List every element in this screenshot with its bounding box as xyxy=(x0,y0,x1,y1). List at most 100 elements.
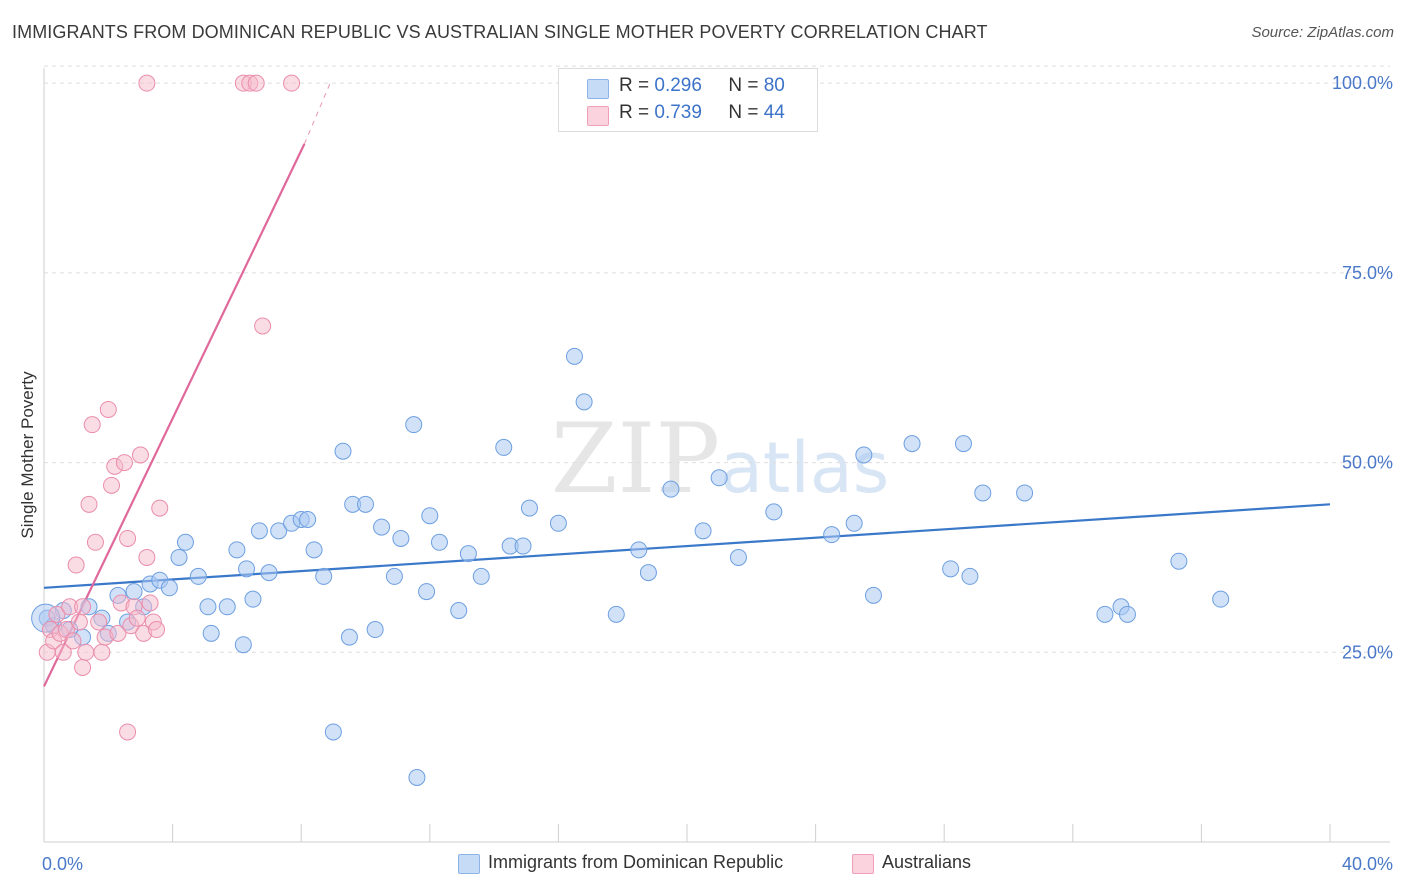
point-dominican xyxy=(234,636,252,654)
n-value: 44 xyxy=(763,102,785,123)
point-dominican xyxy=(974,484,992,502)
x-tick-labels: 0.0% 40.0% xyxy=(42,854,1393,874)
point-dominican xyxy=(405,416,423,434)
point-dominican xyxy=(575,393,593,411)
watermark-text: ZIPatlas xyxy=(551,403,889,515)
point-dominican xyxy=(324,723,342,741)
point-dominican xyxy=(823,526,841,544)
point-australians xyxy=(115,454,133,472)
bottom-legend-label-dominican: Immigrants from Dominican Republic xyxy=(488,852,784,872)
point-dominican xyxy=(662,480,680,498)
point-dominican xyxy=(630,541,648,559)
point-australians xyxy=(119,529,137,547)
trend-line-dominican xyxy=(43,503,1331,589)
point-dominican xyxy=(903,435,921,453)
point-australians xyxy=(83,416,101,434)
stats-legend: R = 0.296 N = 80 R = 0.739 N = 44 xyxy=(558,68,818,132)
legend-stats-dominican: R = 0.296 N = 80 xyxy=(619,75,785,97)
point-australians xyxy=(103,476,121,494)
point-dominican xyxy=(845,514,863,532)
point-dominican xyxy=(299,511,317,528)
point-dominican xyxy=(855,446,873,464)
x-tick-label: 0.0% xyxy=(42,854,83,874)
point-australians xyxy=(67,556,85,574)
point-dominican xyxy=(334,442,352,460)
point-dominican xyxy=(495,438,513,456)
trend-line-australians-extension xyxy=(303,82,331,145)
point-dominican xyxy=(942,560,960,578)
trend-line-australians xyxy=(43,143,306,687)
point-dominican xyxy=(315,567,333,585)
point-dominican xyxy=(250,522,268,540)
point-dominican xyxy=(305,541,323,559)
point-dominican xyxy=(729,548,747,566)
bottom-legend-swatch-pink xyxy=(852,854,874,874)
point-dominican xyxy=(520,499,538,517)
point-dominican xyxy=(176,533,194,551)
y-axis-label: Single Mother Poverty xyxy=(18,371,37,539)
n-label: N = xyxy=(728,75,759,96)
point-dominican xyxy=(514,537,532,555)
point-dominican xyxy=(238,560,256,578)
point-australians xyxy=(128,609,146,627)
x-tick-label: 40.0% xyxy=(1342,854,1393,874)
watermark-atlas: atlas xyxy=(720,427,889,509)
n-value: 80 xyxy=(763,75,785,96)
point-dominican xyxy=(418,583,436,601)
point-australians xyxy=(247,74,265,92)
r-value: 0.739 xyxy=(654,102,702,123)
point-dominican xyxy=(244,590,262,608)
bottom-legend-swatch-blue xyxy=(458,854,480,874)
point-dominican xyxy=(218,598,236,616)
point-dominican xyxy=(607,605,625,623)
point-australians xyxy=(283,74,301,92)
point-dominican xyxy=(450,602,468,620)
point-dominican xyxy=(228,541,246,559)
point-dominican xyxy=(639,564,657,582)
point-dominican xyxy=(385,567,403,585)
point-dominican xyxy=(954,435,972,453)
point-dominican xyxy=(694,522,712,540)
point-australians xyxy=(141,594,159,612)
point-dominican xyxy=(366,621,384,639)
point-australians xyxy=(138,74,156,92)
y-tick-label: 75.0% xyxy=(1342,263,1393,283)
point-australians xyxy=(138,548,156,566)
point-dominican xyxy=(565,347,583,365)
point-dominican xyxy=(170,548,188,566)
point-dominican xyxy=(199,598,217,616)
series-dominican-points xyxy=(31,347,1230,786)
point-australians xyxy=(74,598,92,616)
series-australians-points xyxy=(38,74,301,741)
point-dominican xyxy=(430,533,448,551)
point-dominican xyxy=(1096,605,1114,623)
point-australians xyxy=(119,723,137,741)
chart-title: IMMIGRANTS FROM DOMINICAN REPUBLIC VS AU… xyxy=(12,22,988,42)
point-dominican xyxy=(340,628,358,646)
point-australians xyxy=(148,621,166,639)
point-australians xyxy=(70,613,88,631)
y-tick-labels: 25.0% 50.0% 75.0% 100.0% xyxy=(1332,73,1393,662)
point-dominican xyxy=(1212,590,1230,608)
legend-swatch-blue xyxy=(587,79,609,99)
point-dominican xyxy=(270,522,288,540)
point-australians xyxy=(131,446,149,464)
point-dominican xyxy=(373,518,391,536)
point-dominican xyxy=(472,567,490,585)
point-australians xyxy=(151,499,169,517)
point-dominican xyxy=(260,564,278,582)
watermark: ZIPatlas xyxy=(551,403,889,515)
point-dominican xyxy=(1170,552,1188,570)
point-dominican xyxy=(710,469,728,487)
point-australians xyxy=(93,643,111,661)
point-australians xyxy=(90,613,108,631)
legend-stats-australians: R = 0.739 N = 44 xyxy=(619,102,785,124)
point-dominican xyxy=(1118,605,1136,623)
y-tick-label: 100.0% xyxy=(1332,73,1393,93)
point-dominican xyxy=(961,567,979,585)
point-dominican xyxy=(864,586,882,604)
point-dominican xyxy=(765,503,783,521)
trend-lines xyxy=(43,82,1331,687)
point-australians xyxy=(64,632,82,650)
gridlines xyxy=(44,65,1390,653)
